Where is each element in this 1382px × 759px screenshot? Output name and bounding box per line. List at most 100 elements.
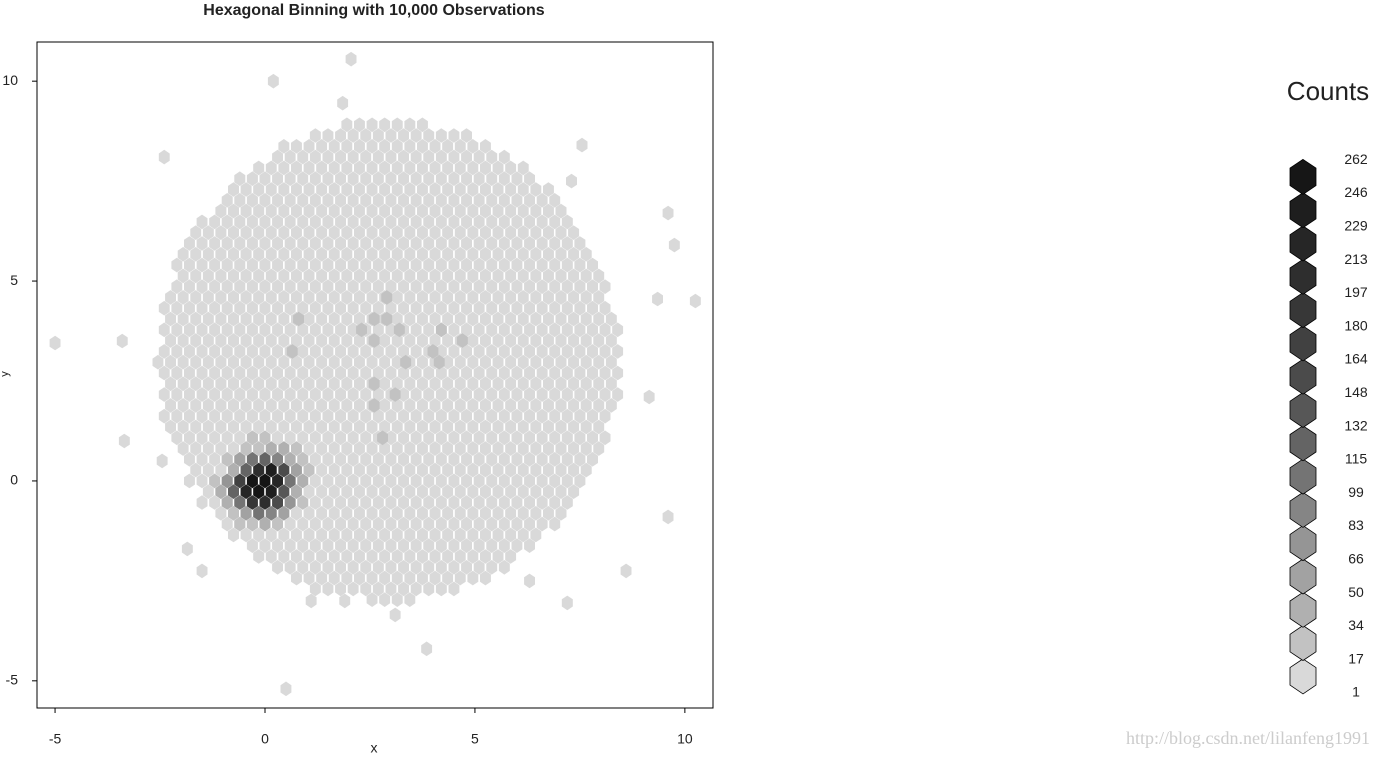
hex-bin [587, 344, 598, 359]
hex-bin [341, 441, 353, 456]
x-tick-label: 10 [677, 731, 693, 747]
hex-bin [177, 419, 189, 435]
hex-bin [335, 171, 346, 186]
hex-bin [391, 203, 403, 219]
hex-bin [303, 203, 315, 219]
hex-bin [158, 344, 170, 359]
hex-bin [492, 225, 504, 240]
hex-bin [246, 236, 258, 251]
hex-bin [171, 322, 183, 338]
hex-bin [423, 322, 435, 338]
hex-bin [265, 268, 277, 284]
hex-bin [467, 290, 479, 305]
hex-bin [272, 171, 283, 186]
hex-bin [417, 268, 428, 284]
hex-bin [498, 473, 510, 489]
hex-bin [524, 408, 535, 424]
hex-bin [328, 268, 340, 284]
hex-bin [492, 160, 504, 176]
hex-bin [467, 462, 479, 478]
hex-bin [278, 311, 290, 327]
hex-bin [536, 322, 548, 338]
hex-bin [574, 452, 586, 467]
hex-bin [480, 441, 491, 456]
hex-bin [410, 473, 422, 489]
hex-bin [385, 257, 397, 273]
hex-bin [278, 484, 290, 499]
hex-bin [543, 247, 554, 262]
hex-bin [335, 495, 346, 510]
hex-bin [265, 376, 277, 392]
hex-bin [278, 549, 290, 564]
hex-bin [549, 452, 561, 467]
hex-bin [511, 408, 523, 424]
hex-bin [417, 527, 428, 543]
legend-swatch [1289, 325, 1317, 362]
hex-bin [253, 333, 265, 348]
hex-bin [341, 570, 353, 586]
hex-bin [291, 268, 302, 284]
hex-bin [259, 430, 271, 446]
hex-bin [209, 279, 221, 294]
hex-bin [379, 462, 391, 478]
legend-swatch [1289, 425, 1317, 462]
hex-bin [398, 452, 409, 467]
hex-bin [587, 452, 598, 467]
hex-bin [587, 257, 598, 273]
hex-bin [417, 354, 428, 370]
hex-bin [297, 473, 309, 489]
hex-bin [505, 225, 517, 240]
hex-bin [253, 354, 265, 370]
hex-bin [442, 484, 454, 499]
hex-bin [335, 516, 346, 532]
hex-bin [379, 441, 391, 456]
hex-bin [568, 225, 580, 240]
hex-bin [303, 506, 315, 521]
hex-bin [467, 398, 479, 413]
hex-bin [530, 203, 542, 219]
hex-bin [366, 506, 378, 521]
hex-bin [240, 182, 252, 197]
hex-bin [322, 365, 334, 381]
hex-bin [524, 538, 535, 553]
hex-bin [284, 365, 296, 381]
hex-bin [492, 290, 504, 305]
hex-bin [284, 408, 296, 424]
hex-bin [511, 171, 523, 186]
hex-bin [486, 560, 498, 575]
hex-bin [234, 214, 246, 230]
hex-bin [253, 225, 265, 240]
hex-bin [391, 549, 403, 564]
hex-bin [410, 430, 422, 446]
hex-bin [228, 376, 239, 392]
hex-bin [505, 268, 517, 284]
hex-bin [259, 452, 271, 467]
hex-bin [498, 236, 510, 251]
hex-bin [417, 117, 428, 133]
hex-bin [196, 257, 208, 273]
hex-bin [278, 462, 290, 478]
hex-bin [379, 506, 391, 521]
hex-bin [221, 387, 233, 402]
hex-bin [486, 516, 498, 532]
hex-bin [480, 462, 491, 478]
hex-bin [555, 419, 567, 435]
hex-bin [417, 290, 428, 305]
hex-bin [196, 344, 208, 359]
hex-bin [498, 430, 510, 446]
hex-bin [246, 171, 258, 186]
hex-bin [240, 419, 252, 435]
hex-bin [322, 452, 334, 467]
hex-bin [297, 387, 309, 402]
hex-bin [360, 452, 372, 467]
hex-bin [576, 137, 588, 153]
hex-bin [322, 171, 334, 186]
hex-bin [354, 354, 365, 370]
hex-bin [461, 149, 472, 165]
hex-bin [335, 149, 346, 165]
hex-bin [480, 290, 491, 305]
hex-bin [190, 225, 202, 240]
hex-bin [524, 257, 535, 273]
hex-bin [372, 171, 384, 186]
hex-bin [429, 441, 441, 456]
